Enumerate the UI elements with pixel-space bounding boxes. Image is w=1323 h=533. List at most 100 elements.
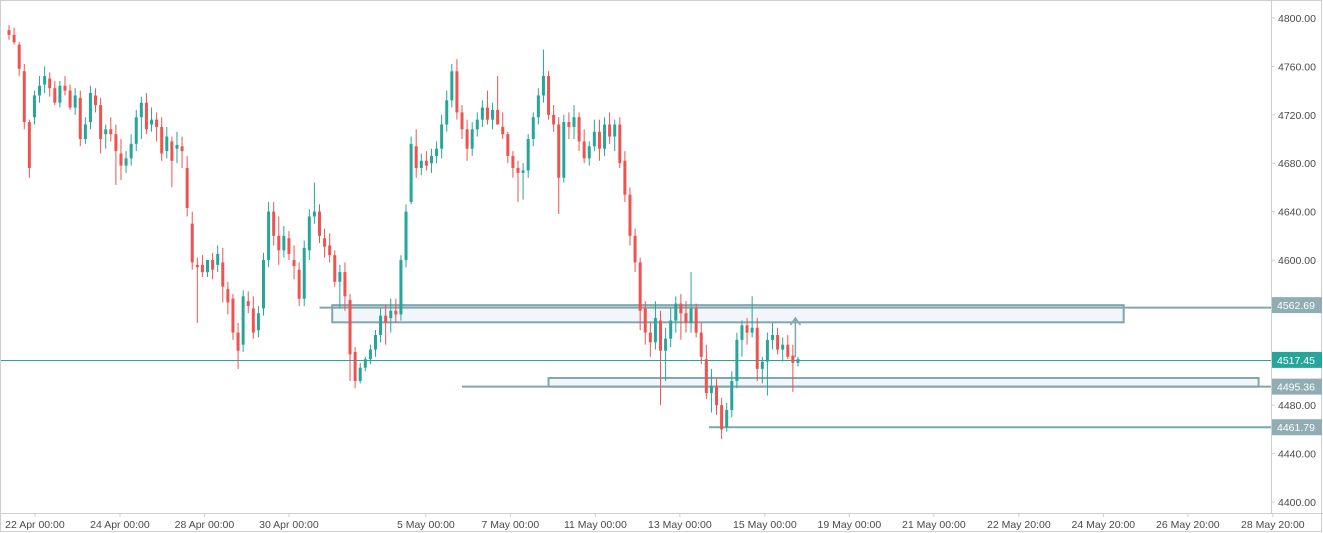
candle-body [689, 308, 693, 323]
candle-body [541, 76, 545, 96]
price-level-badge: 4562.69 [1272, 297, 1322, 314]
candle-up [587, 141, 591, 166]
y-tick-label: 4480.00 [1278, 400, 1316, 412]
candle-up [399, 255, 403, 321]
candle-down [343, 262, 347, 311]
candle-body [760, 361, 764, 369]
candle-body [200, 264, 204, 273]
candle-body [180, 146, 184, 152]
x-tick-label: 7 May 00:00 [481, 519, 539, 531]
candle-up [129, 134, 133, 166]
candle-body [404, 211, 408, 260]
candle-body [623, 160, 627, 195]
candle-down [333, 250, 337, 287]
candle-up [312, 182, 316, 224]
candle-up [781, 337, 785, 362]
candle-body [735, 339, 739, 381]
candle-body [195, 264, 199, 268]
x-tick-label: 15 May 00:00 [733, 519, 797, 531]
target-arrow-head [789, 316, 802, 326]
candle-body [175, 145, 179, 149]
candle-up [262, 252, 265, 316]
candle-body [348, 299, 352, 355]
candle-up [307, 209, 311, 260]
candle-down [277, 216, 281, 265]
y-tick-label: 4640.00 [1278, 207, 1316, 219]
candle-body [709, 385, 713, 394]
candle-down [221, 247, 225, 303]
candle-body [124, 158, 128, 166]
candle-down [170, 136, 174, 188]
candle-up [725, 402, 729, 432]
candle-body [231, 298, 235, 333]
candle-up [379, 308, 383, 343]
candle-body [480, 107, 484, 120]
candle-down [552, 105, 556, 132]
candle-down [236, 322, 240, 369]
candle-up [363, 356, 367, 372]
candle-down [180, 136, 184, 169]
candle-down [776, 327, 780, 355]
candle-down [679, 293, 683, 340]
candle-down [195, 257, 199, 323]
candle-body [664, 338, 668, 351]
x-tick-label: 21 May 00:00 [902, 519, 966, 531]
candle-up [730, 371, 734, 418]
candle-down [394, 298, 398, 323]
candle-body [715, 385, 719, 406]
candle-down [246, 291, 250, 314]
candle-body [226, 289, 230, 303]
candle-up [429, 148, 433, 173]
candle-down [323, 228, 327, 258]
candles-layer [7, 25, 800, 440]
candle-body [745, 325, 749, 333]
candle-body [435, 148, 439, 156]
candle-down [659, 310, 663, 406]
candle-down [608, 112, 612, 144]
y-tick-label: 4400.00 [1278, 497, 1316, 509]
x-tick-label: 24 Apr 00:00 [90, 519, 150, 531]
candle-down [547, 71, 551, 120]
candle-up [58, 80, 62, 108]
candle-down [231, 293, 235, 340]
candle-up [435, 141, 439, 164]
candle-up [216, 245, 220, 273]
candle-down [582, 129, 586, 164]
candle-body [562, 122, 566, 178]
candle-body [674, 303, 678, 321]
candle-down [643, 301, 647, 345]
candle-down [119, 139, 123, 181]
candle-body [597, 131, 601, 149]
candle-up [572, 105, 576, 139]
candle-body [628, 194, 632, 236]
candle-down [384, 304, 388, 345]
candle-up [88, 85, 92, 130]
candle-body [704, 359, 708, 394]
price-badges-layer: 4562.69 4517.45 4495.36 4461.79 [1272, 297, 1322, 436]
candle-up [404, 204, 408, 268]
candle-body [78, 97, 82, 139]
candle-down [348, 293, 352, 381]
candle-body [358, 367, 362, 381]
x-tick-label: 13 May 00:00 [648, 519, 712, 531]
candle-body [262, 260, 265, 309]
candle-body [394, 310, 398, 315]
candle-body [68, 90, 72, 108]
candle-body [547, 76, 551, 115]
candle-up [83, 117, 87, 144]
candle-up [709, 368, 713, 413]
candle-body [58, 85, 62, 103]
candle-down [684, 301, 688, 333]
candle-body [206, 260, 210, 273]
candle-down [618, 117, 622, 169]
candle-down [557, 117, 561, 215]
candle-body [618, 124, 622, 164]
candle-body [506, 134, 510, 156]
candle-down [287, 230, 291, 260]
candle-body [470, 129, 474, 149]
candle-body [572, 117, 576, 127]
x-tick-label: 22 May 20:00 [987, 519, 1051, 531]
candle-up [43, 66, 47, 94]
